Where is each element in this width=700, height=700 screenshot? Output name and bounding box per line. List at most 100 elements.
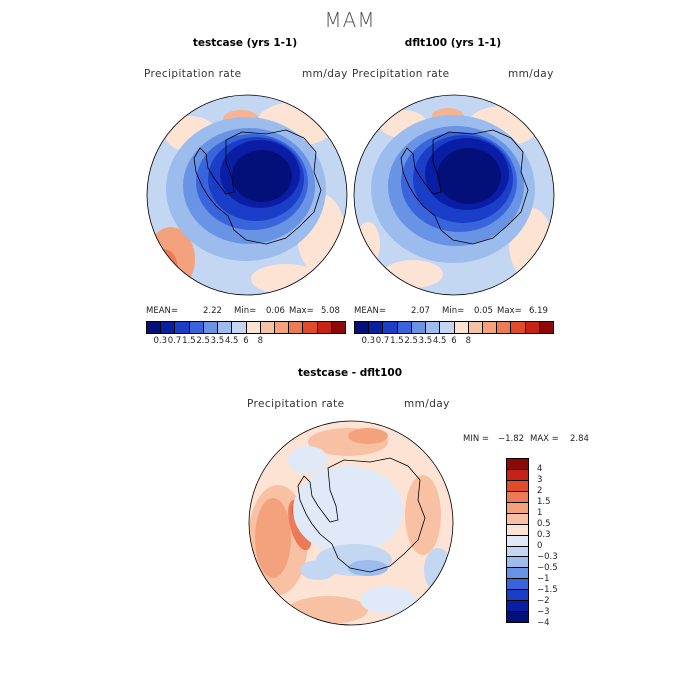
colorbar-tick-label: −4 <box>537 618 550 628</box>
stats-mean-label: MEAN= <box>146 306 178 316</box>
polar-map-dflt100 <box>353 94 555 296</box>
colorbar-tick-label: 4.5 <box>224 336 239 346</box>
colorbar-swatch <box>426 322 441 333</box>
colorbar-dflt100 <box>354 321 554 334</box>
colorbar-swatch <box>468 322 483 333</box>
variable-label: Precipitation rate <box>144 68 242 80</box>
colorbar-swatch <box>397 322 412 333</box>
colorbar-tick-label: 3.5 <box>418 336 433 346</box>
colorbar-swatch <box>175 322 190 333</box>
stats-max-label: Max= <box>497 306 522 316</box>
colorbar-tick-label: 0.3 <box>537 530 551 540</box>
colorbar-tick-label: 3 <box>537 475 543 485</box>
colorbar-tick-label: 0.7 <box>167 336 182 346</box>
colorbar-tick-label: 6 <box>451 336 457 346</box>
colorbar-swatch <box>189 322 204 333</box>
panel-title-difference: testcase - dflt100 <box>298 367 402 379</box>
colorbar-tick-label: −1 <box>537 574 550 584</box>
colorbar-tick-label: 0 <box>537 541 543 551</box>
stats-min-value: −1.82 <box>498 434 525 444</box>
colorbar-swatch <box>507 524 528 536</box>
colorbar-swatch <box>507 535 528 547</box>
colorbar-tick-label: 1 <box>537 508 543 518</box>
stats-mean-label: MEAN= <box>354 306 386 316</box>
colorbar-tick-label: 8 <box>465 336 471 346</box>
colorbar-tick-label: 3.5 <box>210 336 225 346</box>
colorbar-swatch <box>507 480 528 492</box>
colorbar-swatch <box>507 557 528 569</box>
colorbar-swatch <box>246 322 261 333</box>
colorbar-tick-label: 1.5 <box>182 336 196 346</box>
colorbar-swatch <box>440 322 455 333</box>
stats-max-label: MAX = <box>530 434 559 444</box>
colorbar-swatch <box>161 322 176 333</box>
figure-title: MAM <box>324 8 376 32</box>
colorbar-swatch <box>317 322 332 333</box>
colorbar-swatch <box>507 590 528 602</box>
colorbar-swatch <box>525 322 540 333</box>
colorbar-tick-label: 2 <box>537 486 543 496</box>
colorbar-swatch <box>147 322 162 333</box>
colorbar-tick-label: 0.3 <box>361 336 376 346</box>
colorbar-swatch <box>355 322 370 333</box>
colorbar-swatch <box>507 568 528 580</box>
colorbar-tick-label: 0.5 <box>537 519 551 529</box>
stats-min-value: 0.05 <box>474 306 493 316</box>
colorbar-swatch <box>507 513 528 525</box>
colorbar-tick-label: 0.3 <box>153 336 168 346</box>
colorbar-difference <box>506 458 529 623</box>
panel-title-testcase: testcase (yrs 1-1) <box>192 37 298 49</box>
colorbar-tick-label: −0.3 <box>537 552 558 562</box>
colorbar-swatch <box>260 322 275 333</box>
colorbar-swatch <box>507 612 528 623</box>
colorbar-swatch <box>507 491 528 503</box>
colorbar-swatch <box>289 322 304 333</box>
polar-map-difference <box>248 420 454 626</box>
colorbar-swatch <box>369 322 384 333</box>
colorbar-testcase <box>146 321 346 334</box>
stats-min-label: Min= <box>234 306 257 316</box>
stats-min-label: MIN = <box>463 434 490 444</box>
colorbar-tick-label: 4.5 <box>432 336 447 346</box>
colorbar-tick-label: 2.5 <box>404 336 418 346</box>
colorbar-swatch <box>511 322 526 333</box>
colorbar-tick-label: −2 <box>537 596 550 606</box>
stats-max-value: 5.08 <box>321 306 340 316</box>
colorbar-swatch <box>331 322 346 333</box>
variable-label: Precipitation rate <box>247 398 345 410</box>
colorbar-tick-label: 6 <box>243 336 249 346</box>
colorbar-swatch <box>539 322 554 333</box>
colorbar-swatch <box>497 322 512 333</box>
colorbar-tick-label: 0.7 <box>375 336 390 346</box>
colorbar-tick-label: −0.5 <box>537 563 558 573</box>
colorbar-swatch <box>274 322 290 333</box>
polar-map-testcase <box>146 94 348 296</box>
stats-max-value: 6.19 <box>529 306 548 316</box>
units-label: mm/day <box>302 68 348 80</box>
colorbar-tick-label: 2.5 <box>196 336 210 346</box>
units-label: mm/day <box>508 68 554 80</box>
units-label: mm/day <box>404 398 450 410</box>
colorbar-swatch <box>411 322 427 333</box>
panel-title-dflt100: dflt100 (yrs 1-1) <box>404 37 502 49</box>
colorbar-swatch <box>507 469 528 481</box>
colorbar-tick-label: 1.5 <box>390 336 404 346</box>
colorbar-swatch <box>507 459 528 470</box>
colorbar-swatch <box>507 601 528 613</box>
colorbar-swatch <box>482 322 498 333</box>
colorbar-tick-label: 4 <box>537 464 543 474</box>
colorbar-swatch <box>507 546 528 558</box>
colorbar-swatch <box>203 322 219 333</box>
colorbar-swatch <box>383 322 398 333</box>
variable-label: Precipitation rate <box>352 68 450 80</box>
stats-max-value: 2.84 <box>570 434 589 444</box>
stats-mean-value: 2.07 <box>411 306 430 316</box>
stats-max-label: Max= <box>289 306 314 316</box>
colorbar-swatch <box>303 322 318 333</box>
colorbar-swatch <box>454 322 469 333</box>
stats-min-label: Min= <box>442 306 465 316</box>
colorbar-swatch <box>232 322 247 333</box>
colorbar-tick-label: 1.5 <box>537 497 551 507</box>
stats-mean-value: 2.22 <box>203 306 222 316</box>
